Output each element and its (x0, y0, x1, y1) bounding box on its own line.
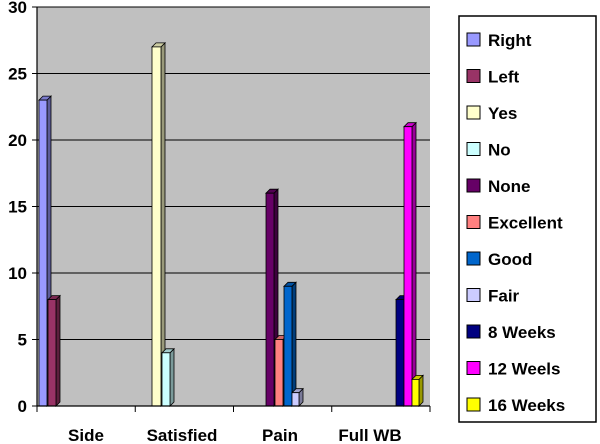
legend-label: Excellent (488, 214, 563, 233)
x-category-label: Full WB (338, 426, 401, 444)
legend-label: None (488, 177, 531, 196)
legend-swatch (466, 361, 481, 375)
y-axis-ticks: 0 5 10 15 20 25 30 (8, 0, 37, 416)
legend-swatch (466, 32, 481, 47)
bar-fair (291, 387, 304, 407)
legend-label: Fair (488, 287, 520, 306)
legend-swatch (466, 69, 481, 83)
legend-label: Yes (488, 104, 517, 123)
legend-swatch (466, 178, 481, 193)
y-tick-label: 5 (18, 331, 27, 350)
y-tick-label: 25 (8, 65, 27, 84)
legend-swatch (466, 288, 481, 302)
bar-good (283, 281, 297, 407)
legend-swatch (466, 397, 481, 412)
y-tick-label: 20 (8, 131, 27, 150)
bar-12-weels (403, 121, 417, 407)
bar-no (161, 347, 175, 407)
legend-label: 8 Weeks (488, 323, 556, 342)
legend-box (458, 15, 597, 423)
y-tick-label: 0 (18, 397, 27, 416)
legend: Right Left Yes No None Excellent Good Fair 8 Wee… (458, 15, 597, 423)
bar-16-weeks (411, 374, 424, 407)
bar-left (47, 294, 61, 407)
legend-swatch (466, 142, 481, 156)
y-tick-label: 10 (8, 264, 27, 283)
y-tick-label: 15 (8, 198, 27, 217)
legend-label: Left (488, 68, 520, 87)
legend-swatch (466, 251, 481, 266)
y-tick-label: 30 (8, 0, 27, 17)
legend-label: Good (488, 250, 532, 269)
bar-yes (151, 41, 166, 407)
legend-label: 12 Weels (488, 360, 560, 379)
x-category-label: Side (68, 426, 104, 444)
legend-swatch (466, 105, 481, 120)
x-category-label: Pain (262, 426, 298, 444)
gridlines (37, 6, 430, 340)
legend-label: No (488, 141, 511, 160)
legend-label: Right (488, 31, 532, 50)
legend-label: 16 Weeks (488, 396, 565, 415)
x-axis-categories: Side Satisfied Pain Full WB (68, 426, 402, 444)
x-category-label: Satisfied (147, 426, 218, 444)
legend-swatch (466, 215, 481, 229)
legend-swatch (466, 324, 481, 339)
